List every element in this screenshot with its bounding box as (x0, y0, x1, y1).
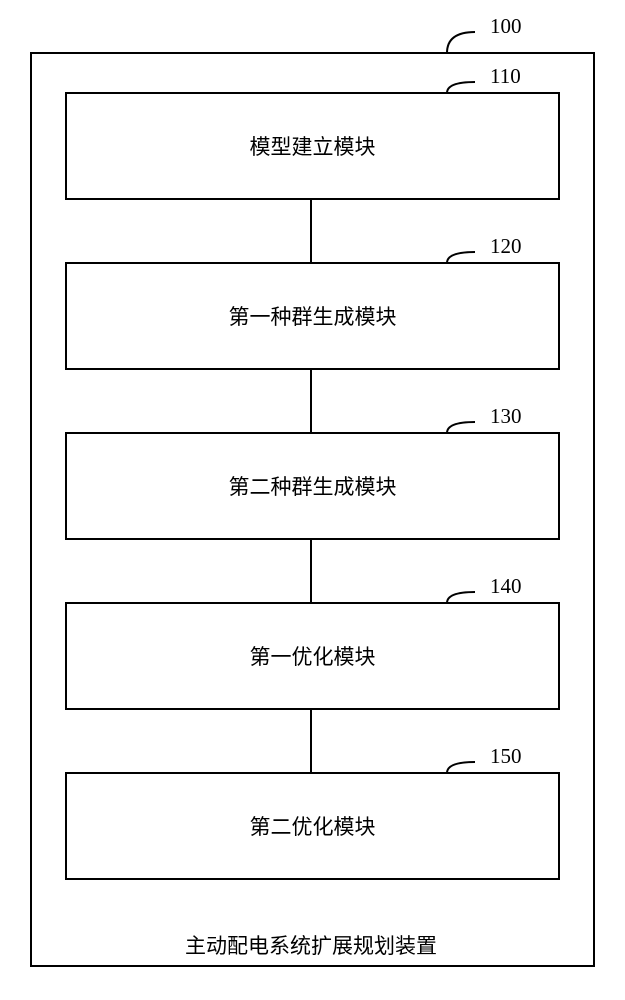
module-text-120: 第一种群生成模块 (229, 301, 397, 331)
module-text-150: 第二优化模块 (250, 811, 376, 841)
module-box-110: 模型建立模块 (65, 92, 560, 200)
connector-2-3 (310, 370, 312, 432)
diagram-caption: 主动配电系统扩展规划装置 (185, 930, 437, 960)
module-text-140: 第一优化模块 (250, 641, 376, 671)
module-label-150: 150 (490, 744, 522, 769)
container-leader-line (445, 30, 479, 57)
module-label-140: 140 (490, 574, 522, 599)
module-label-130: 130 (490, 404, 522, 429)
module-box-150: 第二优化模块 (65, 772, 560, 880)
leader-line-140 (445, 590, 479, 607)
module-label-110: 110 (490, 64, 521, 89)
leader-line-110 (445, 80, 479, 97)
connector-4-5 (310, 710, 312, 772)
module-text-110: 模型建立模块 (250, 131, 376, 161)
connector-3-4 (310, 540, 312, 602)
module-box-130: 第二种群生成模块 (65, 432, 560, 540)
connector-1-2 (310, 200, 312, 262)
module-box-120: 第一种群生成模块 (65, 262, 560, 370)
leader-line-120 (445, 250, 479, 267)
module-label-120: 120 (490, 234, 522, 259)
container-label: 100 (490, 14, 522, 39)
module-text-130: 第二种群生成模块 (229, 471, 397, 501)
leader-line-150 (445, 760, 479, 777)
leader-line-130 (445, 420, 479, 437)
module-box-140: 第一优化模块 (65, 602, 560, 710)
